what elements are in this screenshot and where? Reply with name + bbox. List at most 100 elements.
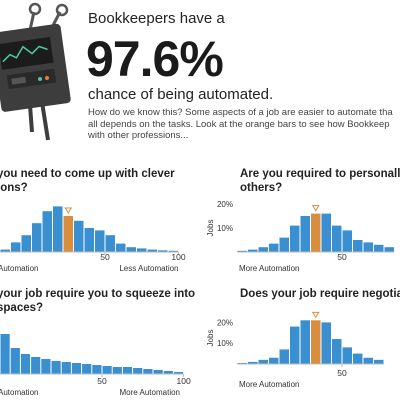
bar: [342, 230, 352, 252]
highlight-bar: [311, 320, 321, 364]
bar: [363, 357, 373, 364]
highlight-marker: [311, 311, 320, 319]
question-title-line: your job require you to squeeze into: [0, 288, 196, 300]
x-tick-label: 100: [177, 376, 191, 386]
question-title-line: others?: [240, 181, 283, 194]
question-title-4: Does your job require negotiati: [240, 288, 400, 302]
bar: [0, 249, 10, 252]
hero-suffix: chance of being automated.: [88, 86, 274, 103]
bar: [332, 225, 342, 252]
explanation-line: all depends on the tasks. Look at the or…: [88, 118, 390, 130]
bar: [126, 247, 136, 252]
bar: [300, 216, 310, 252]
histogram-negotiation: 20% 10%Jobs 50 More Automation: [206, 311, 384, 389]
bar: [279, 349, 289, 364]
question-title-line: you need to come up with clever: [0, 168, 175, 180]
question-title-3: your job require you to squeeze into spa…: [0, 288, 195, 315]
bar: [95, 230, 105, 252]
robot-illustration: [0, 2, 71, 141]
question-title-line: Are you required to personally: [240, 168, 400, 180]
highlight-marker: [64, 207, 73, 214]
y-tick-label: 10%: [217, 339, 233, 348]
histogram-clever-ideas: 50 100 Automation Less Automation: [0, 206, 186, 273]
bar: [147, 249, 157, 252]
bar: [269, 357, 279, 364]
hero-prefix: Bookkeepers have a: [88, 10, 225, 27]
x-tick-label: 50: [97, 376, 107, 386]
explanation-line: How do we know this? Some aspects of a j…: [88, 107, 393, 118]
explanation-text: How do we know this? Some aspects of a j…: [88, 107, 400, 142]
bar: [42, 211, 52, 252]
bar: [353, 353, 363, 364]
histogram-personal-care: 20% 10%Jobs 50 More Automation: [206, 200, 395, 273]
bar: [20, 354, 31, 374]
y-tick-label: 20%: [217, 318, 233, 327]
bar: [258, 247, 268, 252]
robot-legs: [28, 101, 50, 141]
bar: [168, 250, 178, 252]
bar: [248, 249, 258, 252]
x-tick-label: 50: [337, 368, 347, 378]
bar: [353, 240, 363, 252]
x-axis-right-label: More Automation: [120, 388, 180, 397]
question-title-line: ions?: [0, 181, 28, 194]
bar: [102, 366, 112, 374]
bar: [32, 223, 42, 252]
bar: [10, 348, 20, 374]
y-axis-label: Jobs: [206, 330, 215, 347]
question-title-line: spaces?: [0, 301, 44, 314]
x-axis-left-label: More Automation: [239, 380, 299, 389]
bar: [116, 243, 126, 252]
bar: [363, 242, 373, 252]
automation-percentage: 97.6%: [86, 31, 224, 87]
question-title-1: you need to come up with clever ions?: [0, 168, 175, 195]
bar: [74, 220, 84, 252]
bar: [237, 250, 247, 252]
bar: [321, 322, 331, 364]
bar: [158, 250, 168, 252]
bar: [237, 362, 247, 364]
bar: [0, 334, 10, 374]
bar: [112, 367, 122, 374]
robot-body: [0, 23, 71, 112]
bar: [321, 213, 331, 252]
y-tick-label: 10%: [217, 224, 233, 233]
bar: [248, 361, 258, 364]
x-axis-left-label: More Automation: [239, 264, 299, 273]
y-axis-label: Jobs: [206, 220, 215, 237]
bar: [105, 235, 115, 252]
bar: [84, 228, 94, 252]
bar: [374, 359, 384, 364]
bar: [51, 361, 61, 374]
bar: [290, 225, 300, 252]
explanation-line: with other professions...: [88, 130, 189, 141]
bar: [279, 237, 289, 252]
bar: [82, 364, 92, 374]
bar: [143, 369, 153, 374]
bar: [163, 371, 173, 374]
bar: [332, 339, 342, 364]
bar: [53, 206, 63, 252]
bar: [31, 357, 41, 374]
bar: [300, 320, 310, 364]
question-title-2: Are you required to personally others?: [240, 168, 400, 195]
bar: [11, 242, 21, 252]
question-title-line: Does your job require negotiati: [240, 288, 400, 300]
histogram-cramped-spaces: 50 100 Automation More Automation: [0, 334, 191, 397]
x-tick-label: 50: [100, 252, 110, 262]
bar: [384, 247, 394, 252]
x-tick-label: 100: [171, 252, 185, 262]
bar: [269, 243, 279, 252]
highlight-bar: [63, 216, 73, 252]
bar: [258, 359, 268, 364]
y-tick-label: 20%: [217, 200, 233, 209]
bar: [374, 244, 384, 252]
bar: [133, 368, 143, 374]
highlight-bar: [311, 213, 321, 252]
bar: [137, 248, 147, 252]
bar: [153, 370, 163, 374]
bar: [92, 365, 102, 374]
bar: [41, 359, 51, 374]
highlight-marker: [311, 205, 320, 212]
x-tick-label: 50: [337, 252, 347, 262]
